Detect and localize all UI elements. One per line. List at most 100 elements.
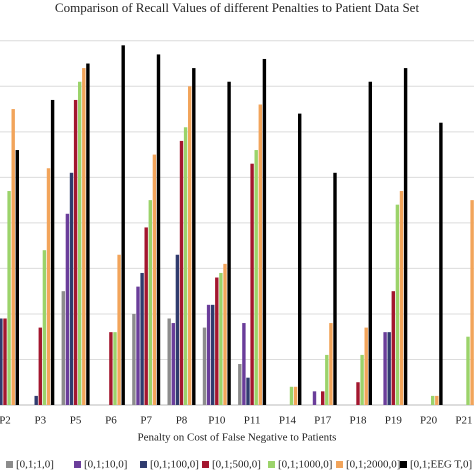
legend-swatch [74, 461, 81, 468]
bar [329, 323, 333, 405]
bar [262, 58, 267, 405]
legend-label: [0,1;10,0] [84, 459, 127, 471]
bar [42, 250, 47, 405]
x-tick-label: P11 [244, 415, 261, 427]
bar [34, 395, 38, 405]
bar [242, 323, 246, 405]
bar [403, 68, 408, 406]
bar [78, 81, 82, 405]
bar [466, 336, 470, 405]
bar [202, 327, 207, 405]
bar [183, 127, 188, 405]
legend-swatch [6, 461, 13, 468]
bar [325, 354, 329, 405]
bar [368, 81, 372, 405]
bar [219, 272, 223, 405]
bar [470, 200, 474, 405]
bar [61, 291, 65, 405]
x-tick-label: P19 [385, 415, 403, 427]
bar [431, 395, 435, 405]
bar [399, 191, 404, 405]
legend-swatch [336, 461, 343, 468]
bar [132, 313, 136, 405]
legend-swatch [400, 461, 407, 468]
legend-label: [0,1;1000,0] [278, 459, 332, 471]
bar [50, 99, 55, 405]
x-axis-label: Penalty on Cost of False Negative to Pat… [138, 432, 337, 444]
x-tick-label: P8 [176, 415, 188, 427]
bar [0, 318, 3, 405]
x-tick-label: P18 [349, 415, 367, 427]
bar [227, 81, 231, 405]
legend-label: [0,1;1,0] [16, 459, 54, 471]
bar [175, 254, 180, 405]
bar [148, 200, 152, 405]
bar [192, 68, 196, 406]
x-tick-label: P5 [70, 415, 82, 427]
bar [395, 204, 400, 405]
bar [171, 323, 175, 405]
x-tick-label: P3 [34, 415, 46, 427]
bar [152, 154, 157, 405]
legend-swatch [140, 461, 147, 468]
bar [73, 99, 78, 405]
bar [86, 63, 90, 405]
x-tick-label: P21 [455, 415, 472, 427]
legend-label: [0,1;500,0] [212, 459, 261, 471]
x-tick-label: P10 [208, 415, 226, 427]
x-tick-label: P6 [105, 415, 117, 427]
bar [293, 386, 298, 405]
bar [289, 386, 294, 405]
bar [435, 395, 439, 405]
legend-swatch [202, 461, 209, 468]
x-tick-label: P20 [420, 415, 438, 427]
bar [360, 354, 364, 405]
bar [144, 227, 148, 405]
bar [38, 327, 42, 405]
bar [11, 109, 15, 405]
bar [364, 327, 368, 405]
chart-title: Comparison of Recall Values of different… [55, 0, 420, 15]
bar [15, 150, 19, 405]
bar [215, 277, 219, 405]
bar [298, 113, 302, 406]
bar [188, 86, 192, 405]
bar [250, 163, 254, 405]
legend-label: [0,1;2000,0] [346, 459, 400, 471]
bar [121, 45, 125, 405]
bar [113, 332, 117, 405]
x-tick-label: P7 [140, 415, 152, 427]
bar [211, 304, 215, 405]
bar [356, 382, 360, 405]
bar [167, 318, 171, 405]
bar [391, 291, 395, 405]
bar [156, 54, 161, 406]
x-tick-label: P14 [279, 415, 297, 427]
bar [321, 391, 325, 405]
legend-label: [0,1;EEG T,0] [410, 459, 472, 471]
bar [65, 213, 70, 405]
bar [387, 332, 391, 405]
bar [206, 304, 211, 405]
bar [383, 332, 387, 405]
bar [179, 140, 184, 405]
bar [254, 150, 258, 405]
x-tick-label: P2 [0, 415, 11, 427]
bar [69, 172, 74, 405]
bar [109, 332, 113, 405]
x-tick-label: P17 [314, 415, 332, 427]
bar [136, 286, 140, 405]
bar [333, 172, 337, 405]
bar [46, 168, 51, 405]
bar [246, 377, 250, 405]
bar [223, 263, 227, 405]
bar [140, 272, 144, 405]
bar [238, 364, 242, 405]
bar [3, 318, 7, 405]
bar [258, 104, 262, 405]
bar [7, 191, 11, 405]
bar [82, 68, 86, 406]
legend-swatch [268, 461, 275, 468]
bar [117, 254, 121, 405]
